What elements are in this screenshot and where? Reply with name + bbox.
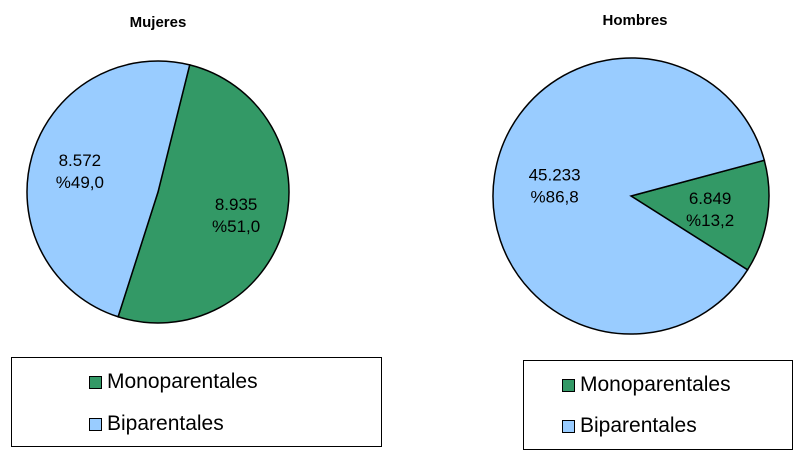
legend-label: Biparentales <box>580 414 697 437</box>
legend-swatch-biparentales <box>562 419 575 433</box>
data-label-percent: %49,0 <box>56 173 104 192</box>
data-label-percent: %13,2 <box>686 211 734 230</box>
chart-title-hombres: Hombres <box>602 12 668 29</box>
data-label-percent: %86,8 <box>531 187 579 206</box>
pie-hombres: 6.849 %13,2 45.233 %86,8 <box>492 57 770 335</box>
chart-title-mujeres: Mujeres <box>129 14 187 31</box>
pie-slice-biparentales <box>26 60 191 318</box>
legend-swatch-monoparentales <box>562 378 575 392</box>
data-label-value: 45.233 <box>529 165 581 184</box>
pie-slice-biparentales <box>492 57 766 335</box>
legend-hombres: Monoparentales Biparentales <box>523 360 793 450</box>
legend-swatch-monoparentales <box>89 375 102 389</box>
data-label-value: 8.572 <box>59 151 102 170</box>
legend-item-biparentales: Biparentales <box>562 414 697 438</box>
data-label-value: 8.935 <box>215 195 258 214</box>
pie-slice-monoparentales <box>117 63 290 324</box>
legend-item-monoparentales: Monoparentales <box>562 373 731 397</box>
legend-swatch-biparentales <box>89 417 102 431</box>
data-label-percent: %51,0 <box>212 217 260 236</box>
legend-mujeres: Monoparentales Biparentales <box>11 357 382 447</box>
legend-item-monoparentales: Monoparentales <box>89 370 258 394</box>
legend-label: Biparentales <box>107 412 224 435</box>
legend-label: Monoparentales <box>580 373 731 396</box>
data-label-value: 6.849 <box>689 189 732 208</box>
pie-slice-monoparentales <box>629 159 770 271</box>
pie-mujeres: 8.935 %51,0 8.572 %49,0 <box>26 60 290 324</box>
legend-item-biparentales: Biparentales <box>89 412 224 436</box>
legend-label: Monoparentales <box>107 370 258 393</box>
